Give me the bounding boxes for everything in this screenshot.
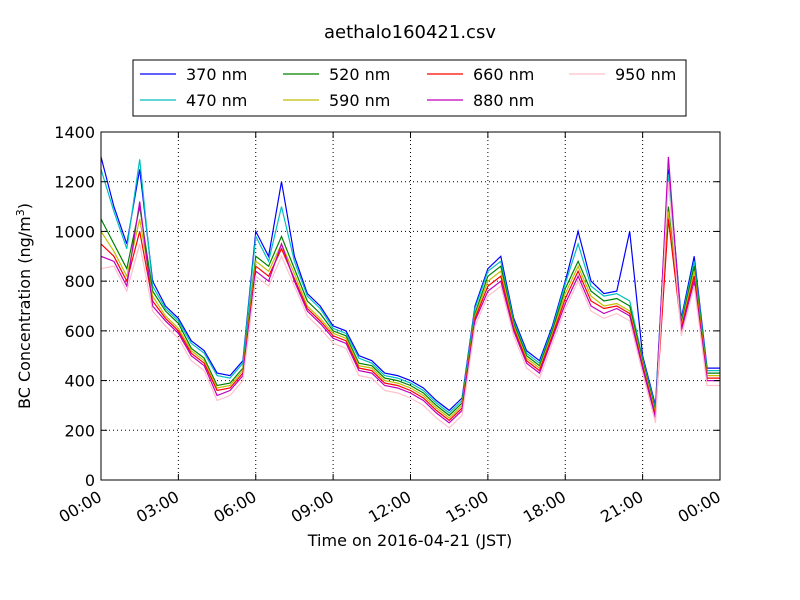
legend-label: 660 nm bbox=[473, 65, 534, 84]
y-tick-label: 1400 bbox=[54, 123, 95, 142]
y-tick-label: 800 bbox=[64, 272, 95, 291]
x-tick-label: 18:00 bbox=[520, 487, 569, 527]
x-axis-ticks: 00:00 03:00 06:00 09:00 12:00 15:00 18:00 21:00… bbox=[56, 132, 724, 527]
grid-lines bbox=[101, 132, 720, 480]
y-tick-label: 0 bbox=[85, 471, 95, 490]
x-tick-label: 12:00 bbox=[365, 487, 414, 527]
legend-label: 470 nm bbox=[186, 91, 247, 110]
legend: 370 nm 470 nm 520 nm 590 nm 660 nm 880 nm 950 … bbox=[132, 59, 687, 117]
legend-label: 370 nm bbox=[186, 65, 247, 84]
series-line bbox=[100, 211, 720, 419]
legend-label: 590 nm bbox=[329, 91, 390, 110]
y-tick-label: 200 bbox=[64, 421, 95, 440]
y-axis-label-tail: ) bbox=[15, 203, 34, 209]
y-axis-ticks: 0 200 400 600 800 1000 1200 1400 bbox=[54, 123, 720, 490]
y-axis-label-main: BC Concentration (ng/m bbox=[15, 216, 34, 409]
x-tick-label: 00:00 bbox=[675, 487, 724, 527]
series-line bbox=[100, 156, 720, 412]
y-tick-label: 1200 bbox=[54, 173, 95, 192]
legend-label: 520 nm bbox=[329, 65, 390, 84]
legend-label: 950 nm bbox=[615, 65, 676, 84]
x-tick-label: 09:00 bbox=[288, 487, 337, 527]
y-axis-label-superscript: 3 bbox=[14, 209, 27, 216]
series-line bbox=[100, 218, 720, 422]
legend-label: 880 nm bbox=[473, 91, 534, 110]
series-line bbox=[100, 156, 720, 424]
x-tick-label: 06:00 bbox=[210, 487, 259, 527]
series-line bbox=[100, 206, 720, 417]
legend-box bbox=[132, 59, 687, 117]
y-tick-label: 600 bbox=[64, 322, 95, 341]
series-line bbox=[100, 159, 720, 414]
y-tick-label: 1000 bbox=[54, 222, 95, 241]
x-tick-label: 15:00 bbox=[442, 487, 491, 527]
x-tick-label: 21:00 bbox=[597, 487, 646, 527]
x-axis-label: Time on 2016-04-21 (JST) bbox=[307, 531, 512, 550]
y-axis-label: BC Concentration (ng/m3) bbox=[14, 203, 34, 409]
series-line bbox=[100, 181, 720, 429]
x-tick-label: 00:00 bbox=[56, 487, 105, 527]
series-lines bbox=[100, 156, 720, 429]
y-tick-label: 400 bbox=[64, 372, 95, 391]
x-tick-label: 03:00 bbox=[133, 487, 182, 527]
chart-title: aethalo160421.csv bbox=[324, 22, 496, 43]
